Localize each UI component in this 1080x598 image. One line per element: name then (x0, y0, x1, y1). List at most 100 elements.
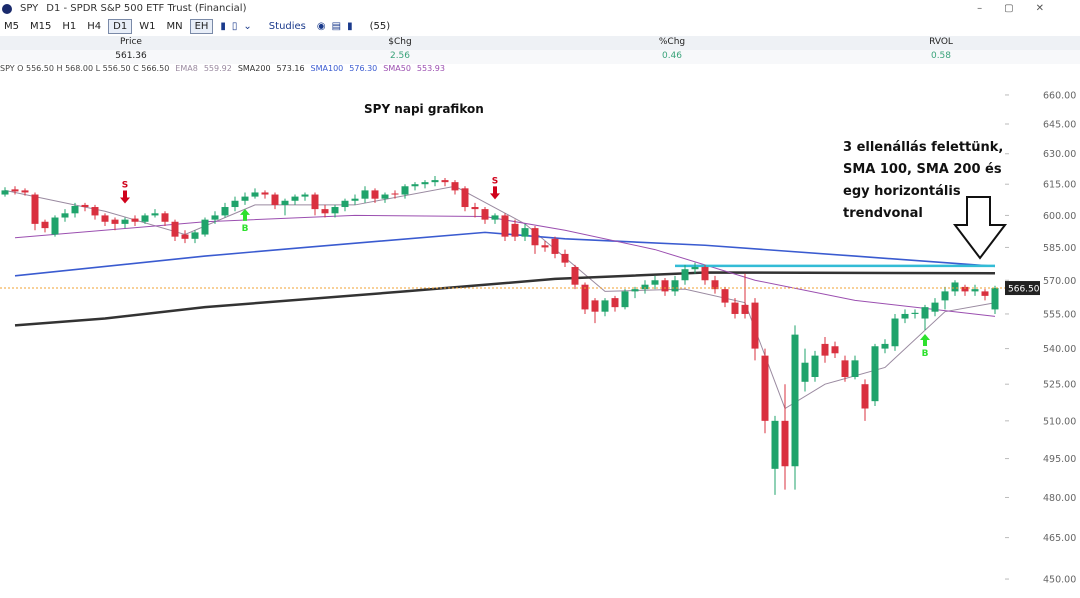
candle-body (661, 280, 669, 292)
candle-body (261, 192, 269, 195)
candle-body (811, 355, 819, 377)
timeframe-button[interactable]: H4 (87, 20, 102, 32)
timeframe-button[interactable]: EH (189, 18, 214, 34)
candle-body (731, 302, 739, 314)
candle-body (81, 204, 89, 208)
signal-arrow (240, 208, 250, 221)
candle-body (71, 205, 79, 214)
candle-body (231, 200, 239, 208)
signal-label: S (122, 181, 128, 191)
candle-body (641, 284, 649, 290)
y-tick-label: 450.00 (1043, 575, 1076, 586)
timeframe-button[interactable]: MN (166, 20, 183, 32)
candle-body (331, 207, 339, 214)
y-tick-label: 540.00 (1043, 344, 1076, 355)
candle-body (361, 190, 369, 199)
candle-body (171, 221, 179, 237)
column-header: $Chg (388, 37, 412, 47)
candle-body (561, 253, 569, 263)
candle-body (721, 289, 729, 303)
candle-body (291, 196, 299, 201)
candle-body (201, 219, 209, 235)
y-tick-label: 585.00 (1043, 243, 1076, 254)
quote-header-row: Price $Chg %Chg RVOL (0, 36, 1080, 50)
candle-body (281, 200, 289, 205)
timeframe-button[interactable]: H1 (62, 20, 77, 32)
candle-body (591, 300, 599, 312)
alerts-count[interactable]: (55) (369, 20, 391, 32)
candle-body (251, 192, 259, 197)
candle-body (311, 194, 319, 210)
candle-body (41, 221, 49, 229)
column-header: RVOL (929, 37, 953, 47)
candle-body (741, 304, 749, 314)
column-value: 561.36 (115, 51, 147, 61)
window-title: D1 - SPDR S&P 500 ETF Trust (Financial) (46, 3, 247, 14)
indicator-value: 573.16 (276, 64, 305, 73)
candle-body (771, 420, 779, 469)
candle-body (301, 194, 309, 197)
candle-body (531, 228, 539, 246)
candle-body (891, 318, 899, 347)
candle-body (381, 194, 389, 199)
candle-body (991, 288, 999, 310)
y-tick-label: 480.00 (1043, 493, 1076, 504)
candle-body (451, 182, 459, 191)
candle-body (541, 245, 549, 248)
candle-body (781, 420, 789, 467)
y-tick-label: 465.00 (1043, 533, 1076, 544)
column-header: Price (120, 37, 142, 47)
candle-body (911, 312, 919, 314)
y-tick-label: 615.00 (1043, 180, 1076, 191)
candle-body (921, 307, 929, 319)
y-tick-label: 510.00 (1043, 416, 1076, 427)
candle-body (191, 232, 199, 239)
y-tick-label: 600.00 (1043, 211, 1076, 222)
candle-body (941, 291, 949, 301)
app-logo (2, 3, 12, 14)
candle-body (611, 298, 619, 308)
last-price-label: 566.50 (1008, 285, 1040, 295)
candle-body (391, 193, 399, 195)
indicator-name: SMA200 (237, 64, 271, 73)
candle-body (851, 360, 859, 377)
candle-body (681, 269, 689, 281)
timeframe-button[interactable]: M15 (30, 20, 52, 32)
candle-body (521, 228, 529, 237)
tool-icons[interactable]: ◉▤▮ (316, 20, 359, 32)
y-tick-label: 525.00 (1043, 380, 1076, 391)
indicator-name: EMA8 (175, 64, 198, 73)
candle-body (211, 215, 219, 220)
column-value: 0.46 (661, 51, 683, 61)
candle-body (821, 343, 829, 356)
y-tick-label: 570.00 (1043, 276, 1076, 287)
timeframe-button[interactable]: W1 (139, 20, 156, 32)
candle-body (21, 190, 29, 193)
studies-button[interactable]: Studies (268, 20, 306, 32)
column-header: %Chg (658, 37, 686, 47)
indicator-legend: SPY O 556.50 H 568.00 L 556.50 C 566.50 E… (0, 64, 445, 73)
indicator-value: 576.30 (349, 64, 378, 73)
candle-body (881, 343, 889, 349)
window-controls[interactable]: –▢✕ (977, 3, 1066, 14)
signal-label: S (492, 176, 498, 186)
chart-type-icons[interactable]: ▮▯⌄ (220, 20, 258, 32)
candle-body (631, 289, 639, 292)
candle-body (91, 207, 99, 216)
candle-body (961, 286, 969, 292)
candle-body (581, 284, 589, 310)
candle-body (841, 360, 849, 377)
candle-body (141, 215, 149, 222)
candle-body (701, 267, 709, 281)
indicator-name: SMA100 (310, 64, 344, 73)
timeframe-button[interactable]: M5 (4, 20, 19, 32)
candle-body (931, 302, 939, 312)
y-tick-label: 555.00 (1043, 309, 1076, 320)
chart-title: SPY napi grafikon (364, 102, 484, 116)
timeframe-button[interactable]: D1 (108, 18, 133, 34)
candle-body (501, 215, 509, 237)
candle-body (671, 280, 679, 292)
indicator-value: 559.92 (203, 64, 232, 73)
y-tick-label: 645.00 (1043, 120, 1076, 131)
